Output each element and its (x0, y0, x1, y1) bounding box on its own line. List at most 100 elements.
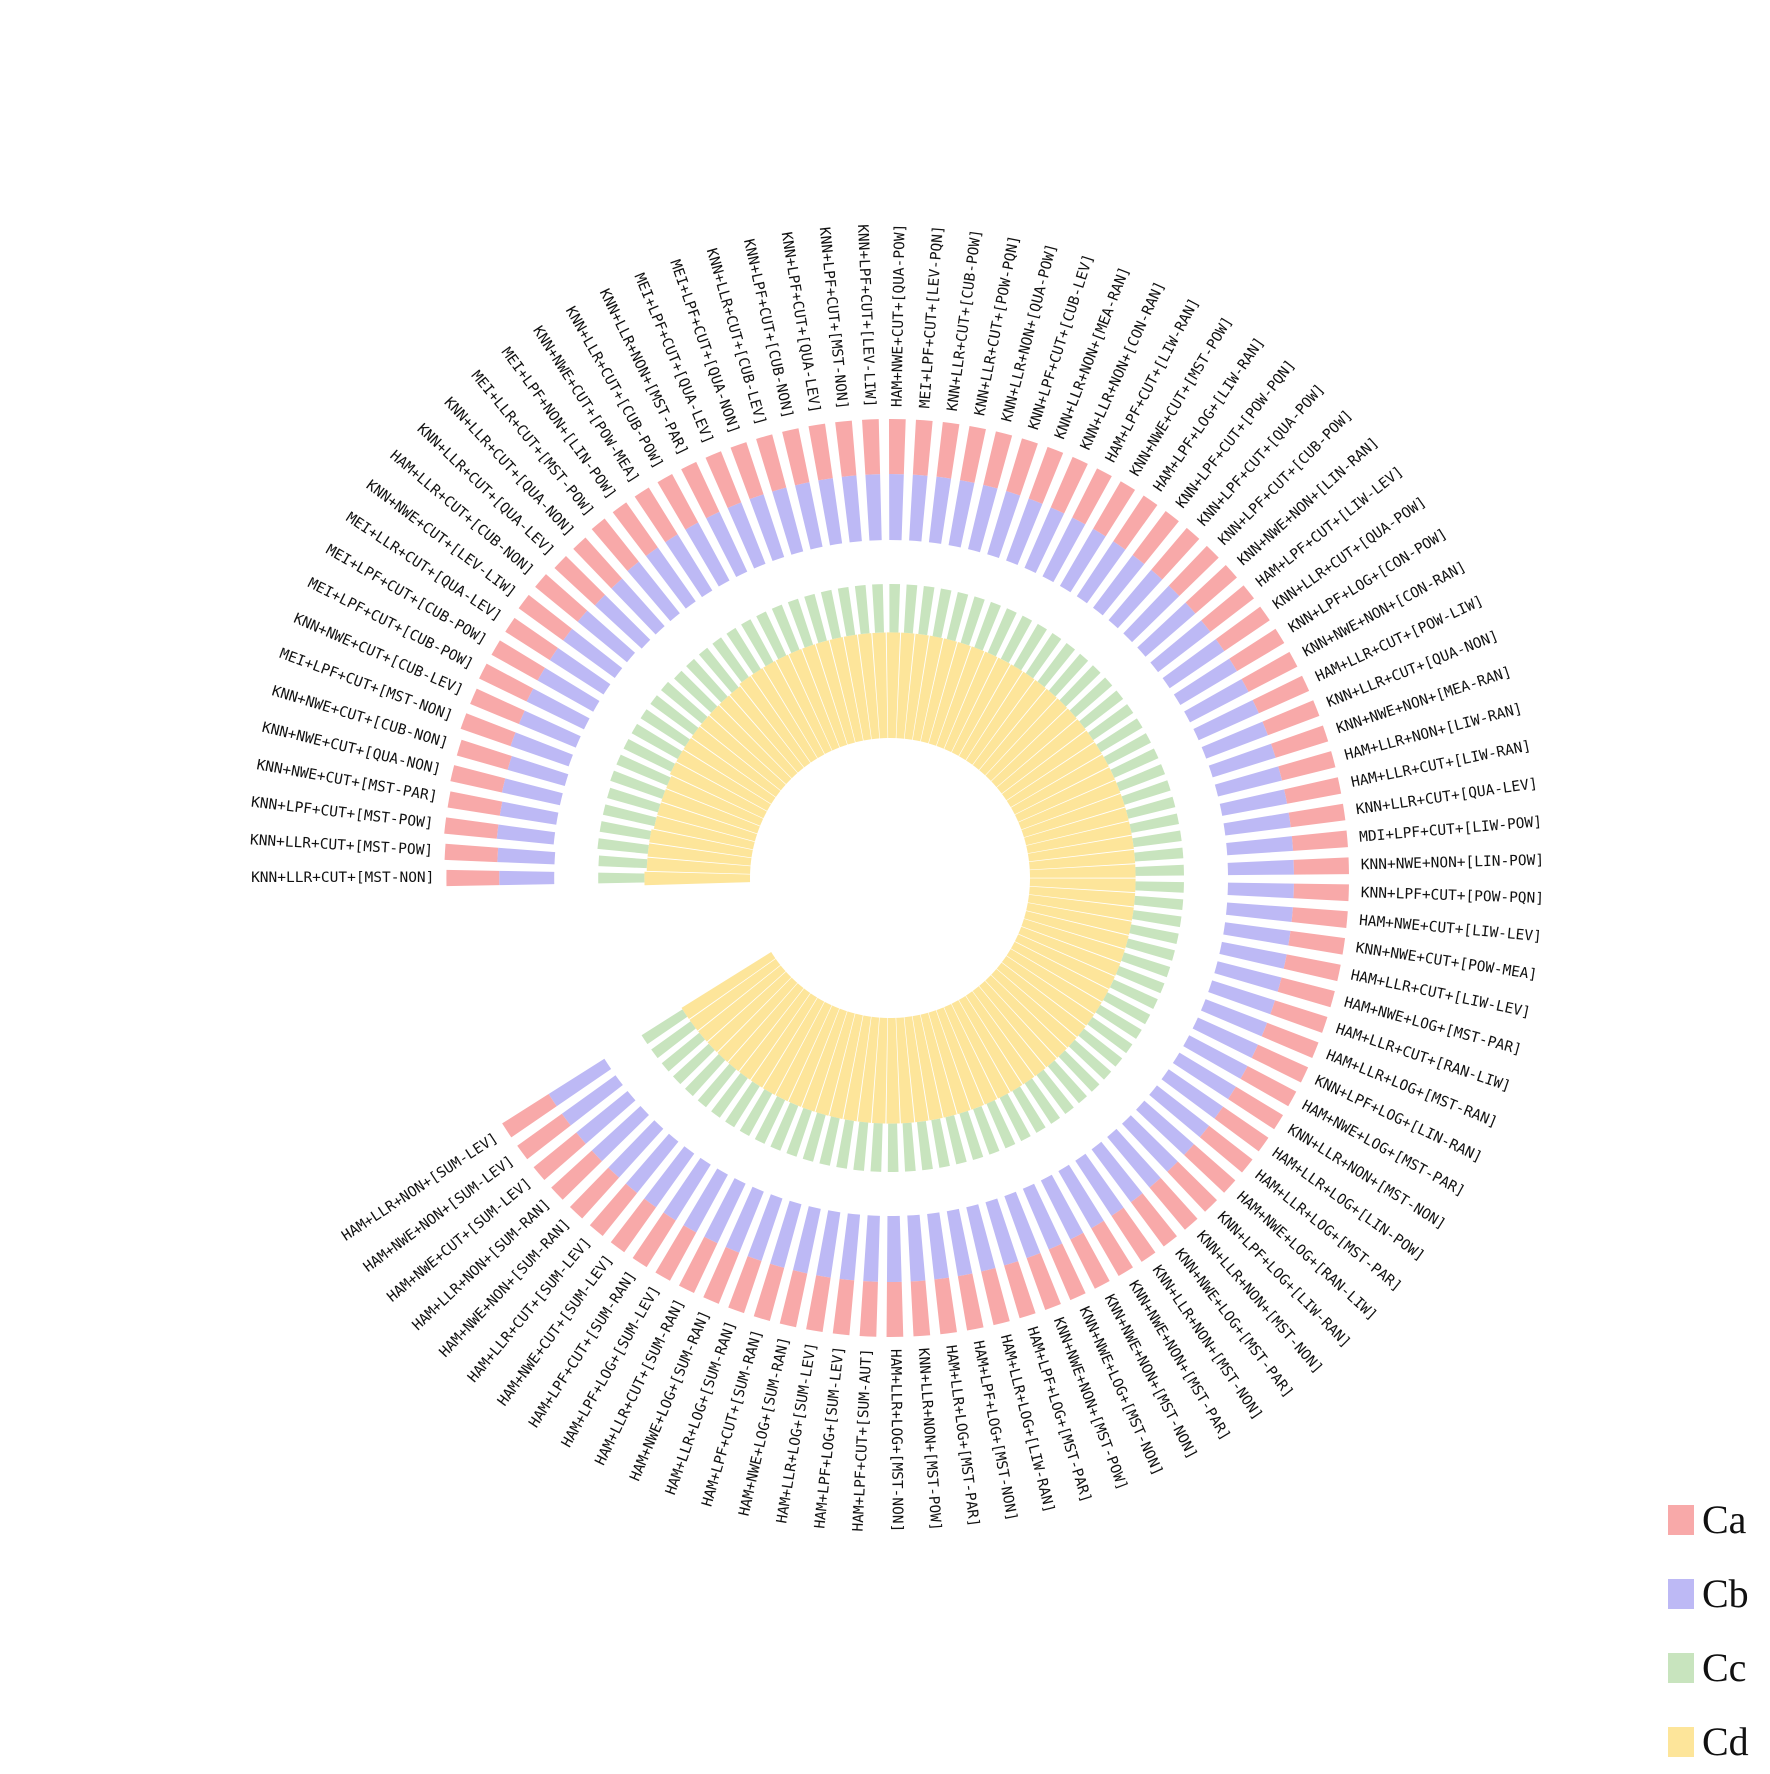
bar-cb-35 (1042, 517, 1086, 583)
bar-cb-48 (1208, 743, 1276, 778)
bar-cd-6 (661, 789, 760, 834)
bar-cd-10 (683, 737, 776, 804)
legend-swatch-cc (1668, 1653, 1694, 1683)
bar-cb-49 (1214, 766, 1283, 797)
bar-cc-84 (819, 1116, 840, 1166)
bar-cb-40 (1123, 585, 1180, 643)
bar-cc-1 (598, 855, 648, 869)
bar-cd-26 (872, 632, 888, 739)
bar-cb-89 (683, 1168, 728, 1233)
bar-ca-55 (1291, 907, 1348, 928)
bar-cc-67 (1058, 1050, 1100, 1092)
bar-cd-35 (951, 657, 1011, 756)
bar-ca-39 (1151, 527, 1200, 580)
bar-cb-47 (1201, 721, 1268, 759)
bar-cb-12 (577, 610, 636, 663)
bar-cd-25 (857, 633, 880, 740)
bar-cb-80 (886, 1215, 902, 1283)
bar-ca-15 (591, 518, 639, 571)
bar-cc-56 (1132, 910, 1182, 928)
bar-cd-8 (669, 762, 767, 819)
bar-cc-57 (1129, 924, 1179, 945)
bar-cb-59 (1208, 980, 1276, 1015)
bar-cc-53 (1135, 864, 1184, 876)
bar-cc-96 (651, 1021, 696, 1059)
bar-cd-57 (1026, 902, 1132, 935)
bar-cc-71 (1012, 1086, 1046, 1133)
bar-cc-18 (741, 619, 774, 667)
bar-cd-61 (1014, 934, 1115, 989)
bar-cb-62 (1183, 1035, 1248, 1079)
bar-cd-9 (676, 749, 771, 811)
bar-cb-23 (795, 482, 823, 550)
bar-cb-58 (1214, 961, 1282, 992)
bar-cd-54 (1029, 878, 1136, 893)
bar-ca-82 (832, 1278, 855, 1336)
bar-cc-22 (804, 593, 827, 644)
bar-cd-53 (1029, 864, 1136, 878)
bar-cd-75 (928, 1010, 971, 1115)
bar-cc-61 (1109, 979, 1158, 1009)
tick-label: KNN+NWE+NON+[LIN-POW] (1361, 853, 1545, 874)
bar-cb-3 (499, 801, 559, 825)
bar-cd-62 (1010, 941, 1109, 1002)
bar-cc-5 (607, 787, 661, 813)
bar-cd-65 (996, 962, 1086, 1037)
bar-cb-21 (749, 494, 785, 562)
bar-ca-3 (447, 791, 503, 816)
tick-label: KNN+LLR+CUT+[MST-NON] (251, 870, 434, 886)
bar-cb-11 (563, 628, 623, 679)
tick-label: HAM+NWE+CUT+[LIW-LEV] (1358, 913, 1542, 946)
bar-cd-16 (739, 676, 811, 768)
bar-cc-10 (640, 709, 690, 747)
bar-cc-46 (1110, 748, 1159, 778)
bar-cc-28 (903, 584, 918, 634)
bar-cb-66 (1136, 1100, 1194, 1156)
bar-cb-30 (948, 480, 975, 548)
bar-cc-37 (1025, 632, 1062, 679)
bar-cd-73 (944, 1003, 998, 1105)
bar-cb-79 (907, 1214, 926, 1282)
bar-cc-19 (756, 611, 787, 660)
bar-cd-42 (996, 719, 1086, 794)
bar-cb-9 (537, 667, 600, 712)
bar-cd-79 (896, 1017, 915, 1124)
bar-ca-93 (569, 1167, 620, 1219)
bar-ca-77 (957, 1273, 984, 1331)
bar-cb-56 (1223, 922, 1291, 946)
bar-cc-77 (931, 1118, 950, 1168)
bar-ca-79 (910, 1280, 931, 1337)
bar-cd-63 (1006, 948, 1102, 1014)
bar-cd-13 (709, 705, 792, 785)
bar-cd-19 (775, 654, 832, 755)
bar-ca-92 (589, 1183, 638, 1236)
bar-cb-22 (772, 487, 804, 555)
bar-cd-86 (801, 1008, 847, 1112)
tick-label: KNN+LPF+CUT+[POW-PQN] (1361, 885, 1545, 907)
bar-cb-72 (1040, 1174, 1084, 1240)
bar-ca-10 (505, 617, 558, 661)
bar-cb-46 (1193, 699, 1259, 741)
bar-cb-78 (927, 1212, 949, 1280)
bar-ca-38 (1132, 511, 1179, 565)
bar-cc-90 (725, 1081, 760, 1128)
bar-ca-23 (782, 428, 810, 486)
bar-cd-78 (904, 1016, 929, 1123)
tick-label: HAM+LLR+LOG+[MST-NON] (887, 1349, 905, 1532)
bar-cb-7 (518, 710, 581, 748)
bar-cd-84 (829, 1013, 863, 1119)
bar-ca-52 (1291, 830, 1348, 851)
bar-cd-91 (739, 988, 811, 1080)
bar-ca-45 (1241, 651, 1298, 692)
bar-ca-25 (835, 420, 857, 477)
bar-cb-95 (576, 1090, 636, 1144)
bar-ca-63 (1228, 1086, 1284, 1130)
bar-cc-68 (1047, 1060, 1087, 1104)
bar-ca-4 (450, 765, 506, 793)
bar-ca-78 (934, 1277, 957, 1335)
bar-cb-81 (863, 1215, 880, 1282)
bar-ca-58 (1277, 977, 1335, 1008)
bar-cc-23 (820, 589, 842, 640)
bar-cd-64 (1001, 955, 1095, 1026)
bar-cd-70 (965, 991, 1035, 1085)
